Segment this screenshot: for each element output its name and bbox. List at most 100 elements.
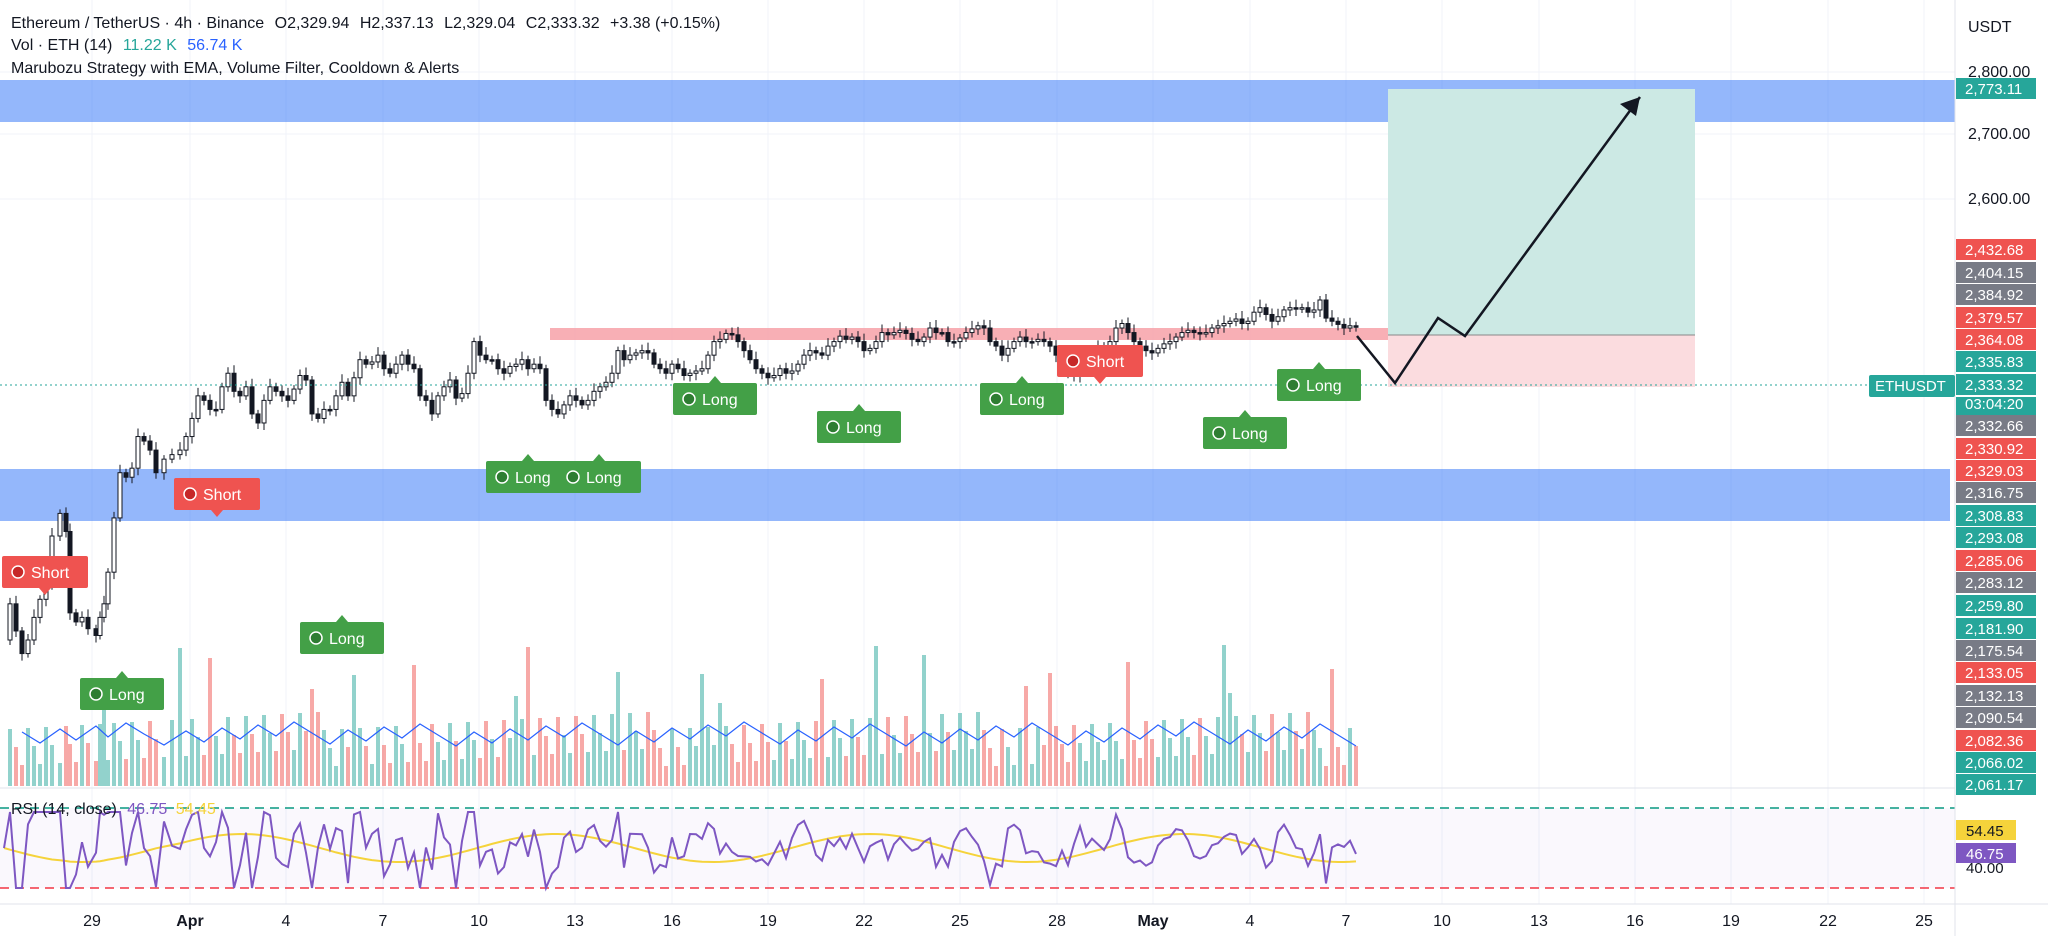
candle-body	[417, 368, 423, 397]
candle-body	[7, 603, 13, 641]
price-tag: 2,432.68	[1965, 242, 2023, 259]
demand-zone[interactable]	[0, 469, 1950, 521]
candle-body	[921, 336, 927, 343]
volume-bar	[424, 761, 428, 786]
candle-body	[169, 454, 175, 460]
candle-body	[981, 325, 987, 329]
volume-bar	[838, 738, 842, 786]
volume-bar	[964, 731, 968, 786]
candle-body	[843, 335, 849, 340]
ohlc-high-label: H	[359, 15, 372, 32]
symbol-tag-bg	[1869, 375, 1955, 397]
volume-bar	[760, 724, 764, 786]
candle-body	[1143, 345, 1149, 352]
candle-body	[177, 449, 183, 456]
volume-bar	[1174, 756, 1178, 786]
candle-body	[141, 436, 147, 442]
candle-body	[85, 616, 91, 630]
signal-label: Short	[203, 487, 242, 504]
strategy-legend[interactable]: Marubozu Strategy with EMA, Volume Filte…	[11, 59, 459, 79]
time-tick-label: 19	[759, 913, 777, 930]
candle-body	[1281, 309, 1287, 318]
target-zone[interactable]	[1388, 89, 1695, 335]
candle-body	[1227, 320, 1233, 325]
volume-bar	[190, 719, 194, 786]
candle-body	[1347, 325, 1353, 329]
volume-bar	[58, 763, 62, 786]
signal-dot	[1286, 378, 1300, 392]
candle-body	[207, 399, 213, 410]
candle-body	[1011, 341, 1017, 349]
candle-body	[441, 386, 447, 397]
candle-body	[867, 347, 873, 352]
symbol-header[interactable]: Ethereum / TetherUS · 4h · Binance O2,32…	[11, 14, 720, 34]
volume-bar	[640, 749, 644, 786]
resistance-band[interactable]	[550, 328, 1570, 340]
volume-bar	[256, 752, 260, 786]
volume-bar	[1072, 725, 1076, 786]
candle-body	[429, 399, 435, 415]
volume-bar	[952, 750, 956, 786]
candle-body	[945, 332, 951, 343]
candle-body	[129, 467, 135, 478]
volume-bar	[340, 729, 344, 786]
volume-bar	[32, 746, 36, 786]
rsi-legend[interactable]: RSI (14, close) 46.75 54.45	[11, 800, 216, 820]
strategy-title[interactable]: Marubozu Strategy with EMA, Volume Filte…	[11, 60, 460, 77]
candle-body	[1305, 307, 1311, 313]
candle-body	[891, 332, 897, 336]
volume-bar	[994, 766, 998, 786]
candle-body	[79, 616, 85, 623]
volume-bar	[1066, 762, 1070, 786]
volume-bar	[1198, 718, 1202, 786]
candle-body	[285, 395, 291, 401]
volume-bar	[634, 731, 638, 786]
symbol-title[interactable]: Ethereum / TetherUS · 4h · Binance	[11, 15, 265, 32]
volume-bar	[508, 738, 512, 786]
symbol-tag[interactable]: ETHUSDT	[1875, 378, 1946, 395]
volume-title[interactable]: Vol · ETH (14)	[11, 37, 113, 54]
volume-bar	[622, 750, 626, 786]
signal-pointer	[1239, 410, 1251, 417]
volume-bar	[754, 761, 758, 786]
signal-pointer	[522, 454, 534, 461]
volume-legend[interactable]: Vol · ETH (14) 11.22 K 56.74 K	[11, 36, 242, 56]
candle-body	[1113, 327, 1119, 343]
candle-body	[483, 354, 489, 361]
candle-body	[1149, 350, 1155, 354]
price-tag: 2,330.92	[1965, 441, 2023, 458]
signal-long: Long	[980, 376, 1064, 415]
currency-label[interactable]: USDT	[1968, 19, 2012, 36]
candle-body	[357, 359, 363, 379]
volume-bar	[718, 703, 722, 786]
stop-zone[interactable]	[1388, 335, 1695, 387]
candle-body	[339, 381, 345, 397]
volume-bar	[1078, 743, 1082, 786]
signal-label: Long	[702, 392, 738, 409]
rsi-title[interactable]: RSI (14, close)	[11, 801, 117, 818]
volume-bar	[20, 765, 24, 786]
volume-bar	[454, 741, 458, 786]
volume-bar	[682, 765, 686, 786]
volume-bar	[886, 717, 890, 786]
volume-bar	[388, 763, 392, 786]
candle-body	[507, 365, 513, 374]
signal-pointer	[211, 510, 223, 517]
candle-body	[1353, 325, 1359, 328]
volume-bar	[1132, 740, 1136, 786]
time-tick-label: 25	[951, 913, 969, 930]
price-tag: 2,335.83	[1965, 354, 2023, 371]
volume-bar	[74, 762, 78, 786]
volume-bar	[706, 727, 710, 786]
volume-bar	[688, 728, 692, 786]
price-tag-bg	[1956, 707, 2036, 728]
price-tag: 2,379.57	[1965, 310, 2023, 327]
candle-body	[291, 388, 297, 401]
price-tag: 2,082.36	[1965, 733, 2023, 750]
candle-body	[489, 359, 495, 362]
volume-bar	[1180, 719, 1184, 786]
candle-body	[1119, 323, 1125, 329]
signal-short: Short	[174, 478, 260, 517]
signal-pointer	[853, 404, 865, 411]
